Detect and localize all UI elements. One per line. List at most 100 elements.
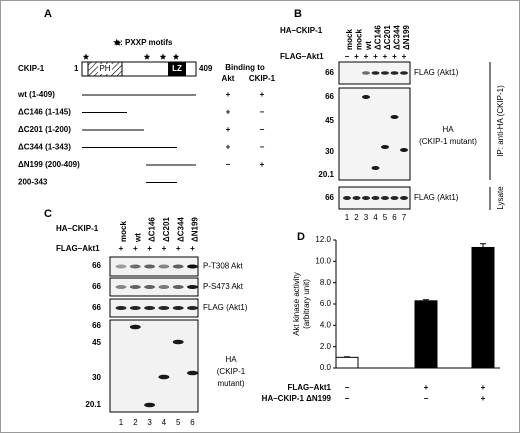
lane-label: mock — [119, 221, 128, 242]
bar — [414, 300, 438, 369]
blot-label: (CKIP-1 — [217, 367, 246, 376]
side-label: IP: anti-HA (CKIP-1) — [496, 85, 505, 157]
motif-star — [143, 53, 151, 60]
lane-sign: + — [373, 52, 378, 61]
binding-sign: + — [260, 90, 265, 99]
blot-label: HA — [442, 125, 454, 134]
band — [381, 196, 389, 200]
lane-sign: + — [364, 52, 369, 61]
band — [390, 115, 399, 119]
band — [400, 148, 408, 152]
lane-number: 7 — [402, 213, 407, 222]
construct-name: wt (1-409) — [17, 90, 55, 99]
band — [187, 306, 198, 310]
mw-marker: 66 — [325, 68, 334, 77]
mw-marker: 20.1 — [85, 400, 101, 409]
lane-sign: + — [383, 52, 388, 61]
row-label: FLAG–Akt1 — [56, 244, 100, 253]
mw-marker: 66 — [325, 193, 334, 202]
y-axis-label: (arbitrary unit) — [302, 279, 311, 329]
construct-name: ΔC146 (1-145) — [18, 108, 71, 117]
panel-label: D — [297, 231, 305, 243]
motif-star — [159, 53, 167, 60]
binding-sign: + — [226, 90, 231, 99]
lane-label: ΔC201 — [162, 217, 171, 242]
lane-label: mock — [345, 29, 354, 50]
blot-label: HA — [225, 355, 237, 364]
lane-number: 4 — [373, 213, 378, 222]
band — [362, 95, 370, 99]
band — [158, 285, 170, 289]
band — [187, 370, 198, 376]
domain-label: LZ — [172, 64, 182, 73]
band — [187, 264, 198, 269]
binding-column: Akt — [222, 74, 235, 83]
binding-sign: + — [260, 160, 265, 169]
blot-label: P-T308 Akt — [203, 262, 243, 271]
condition-sign: + — [481, 394, 486, 403]
blot-label: FLAG (Akt1) — [203, 303, 248, 312]
mw-marker: 30 — [325, 147, 334, 156]
band — [381, 145, 389, 149]
y-tick-label: 10.0 — [315, 256, 331, 265]
lane-sign: + — [392, 52, 397, 61]
lane-sign: + — [162, 244, 167, 253]
band — [172, 306, 184, 310]
band — [400, 196, 408, 200]
lz-domain — [168, 62, 186, 76]
mw-marker: 66 — [92, 321, 101, 330]
band — [187, 285, 198, 289]
panel-label: B — [294, 8, 302, 20]
binding-sign: + — [226, 108, 231, 117]
band — [371, 196, 380, 200]
band — [129, 264, 141, 269]
condition-name: HA–CKIP-1 ΔN199 — [262, 394, 332, 403]
band — [400, 71, 408, 75]
binding-sign: − — [226, 160, 231, 169]
lane-label: wt — [133, 233, 142, 243]
band — [144, 264, 156, 269]
lane-number: 1 — [345, 213, 350, 222]
lane-label: ΔN199 — [402, 25, 411, 50]
band — [158, 306, 170, 310]
binding-sign: − — [260, 108, 265, 117]
lane-number: 2 — [354, 213, 359, 222]
condition-sign: − — [424, 394, 429, 403]
band — [129, 324, 141, 330]
legend-text: ★: PXXP motifs — [113, 38, 173, 47]
band — [158, 264, 170, 269]
mw-marker: 45 — [92, 338, 101, 347]
band — [144, 285, 156, 289]
lane-label: ΔC344 — [176, 217, 185, 242]
lane-number: 3 — [147, 418, 152, 427]
condition-sign: − — [345, 394, 350, 403]
lane-label: ΔN199 — [191, 217, 200, 242]
construct-name: ΔC201 (1-200) — [18, 125, 71, 134]
row-label: HA–CKIP-1 — [280, 26, 323, 35]
motif-star — [82, 53, 90, 60]
band — [129, 306, 141, 310]
construct-name: 200-343 — [18, 178, 48, 187]
lane-number: 2 — [133, 418, 138, 427]
domain-label: PH — [99, 64, 110, 73]
lane-sign: + — [190, 244, 195, 253]
band — [172, 285, 184, 289]
band — [390, 196, 399, 200]
mw-marker: 66 — [325, 92, 334, 101]
lane-number: 6 — [392, 213, 397, 222]
condition-sign: − — [345, 383, 350, 392]
lane-number: 5 — [176, 418, 181, 427]
band — [362, 196, 370, 200]
lane-sign: + — [176, 244, 181, 253]
lane-label: ΔC201 — [383, 25, 392, 50]
row-label: HA–CKIP-1 — [56, 224, 99, 233]
side-label: Lysate — [496, 186, 505, 210]
blot-label: mutant) — [217, 379, 244, 388]
lane-number: 3 — [364, 213, 369, 222]
mw-marker: 66 — [92, 261, 101, 270]
band — [115, 264, 127, 269]
band — [390, 71, 399, 75]
y-tick-label: 6.0 — [320, 299, 332, 308]
lane-sign: + — [402, 52, 407, 61]
band — [129, 285, 141, 289]
